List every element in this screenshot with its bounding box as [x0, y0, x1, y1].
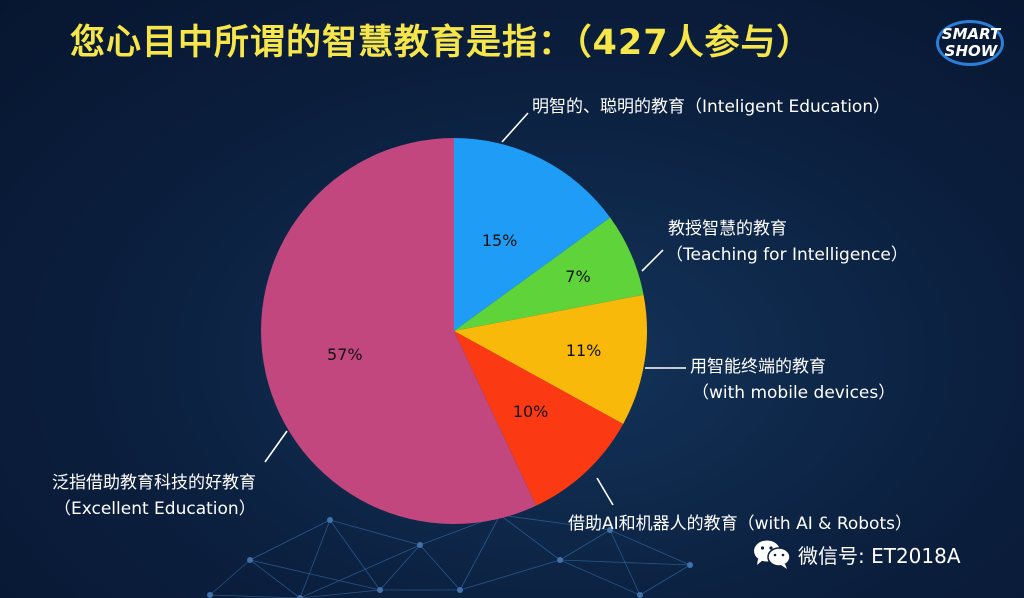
leader-line-excellent	[264, 430, 288, 463]
wechat-icon	[754, 540, 791, 569]
leader-line-teaching	[641, 249, 664, 272]
value-label-mobile: 11%	[566, 341, 602, 360]
slice-label-cn: 明智的、聪明的教育（Inteligent Education）	[532, 97, 891, 117]
wechat-watermark: 微信号: ET2018A	[752, 536, 961, 572]
slice-label-cn: 教授智慧的教育	[668, 219, 787, 239]
value-label-excellent: 57%	[327, 345, 363, 364]
slice-label-intelligent: 明智的、聪明的教育（Inteligent Education）	[532, 94, 890, 120]
leader-line-ai-robots	[596, 477, 614, 506]
leader-line-intelligent	[501, 112, 529, 143]
smart-show-logo: SMART SHOW	[932, 18, 1010, 70]
pie-slices	[261, 138, 647, 524]
logo-line-1: SMART	[941, 25, 1001, 43]
slice-label-cn: 用智能终端的教育	[690, 357, 826, 377]
leader-lines	[264, 112, 686, 506]
slice-label-en: （with mobile devices）	[692, 383, 896, 403]
page-title: 您心目中所谓的智慧教育是指：（427人参与）	[70, 23, 813, 63]
watermark-text: 微信号: ET2018A	[798, 543, 961, 568]
slice-label-excellent: 泛指借助教育科技的好教育 （Excellent Education）	[52, 470, 256, 522]
value-label-intelligent: 15%	[482, 231, 518, 250]
pie-slice-mobile	[454, 294, 647, 424]
pie-slice-intelligent	[454, 138, 611, 331]
slice-label-cn: 泛指借助教育科技的好教育	[52, 473, 256, 493]
slice-label-teaching: 教授智慧的教育 （Teaching for Intelligence）	[666, 216, 908, 268]
value-label-teaching: 7%	[565, 267, 590, 286]
logo-line-2: SHOW	[944, 42, 998, 60]
slice-label-ai-robots: 借助AI和机器人的教育（with AI & Robots）	[568, 511, 912, 537]
slice-label-cn: 借助AI和机器人的教育（with AI & Robots）	[568, 514, 912, 534]
value-label-ai-robots: 10%	[513, 402, 549, 421]
pie-slice-excellent	[261, 138, 537, 524]
value-labels: 15% 7% 11% 10% 57%	[327, 231, 601, 421]
slice-label-en: （Excellent Education）	[54, 499, 256, 519]
pie-slice-teaching	[454, 217, 644, 331]
slice-label-en: （Teaching for Intelligence）	[666, 245, 908, 265]
slice-label-mobile: 用智能终端的教育 （with mobile devices）	[690, 354, 895, 406]
logo-ring	[936, 20, 1004, 66]
pie-slice-ai-robots	[454, 331, 624, 506]
